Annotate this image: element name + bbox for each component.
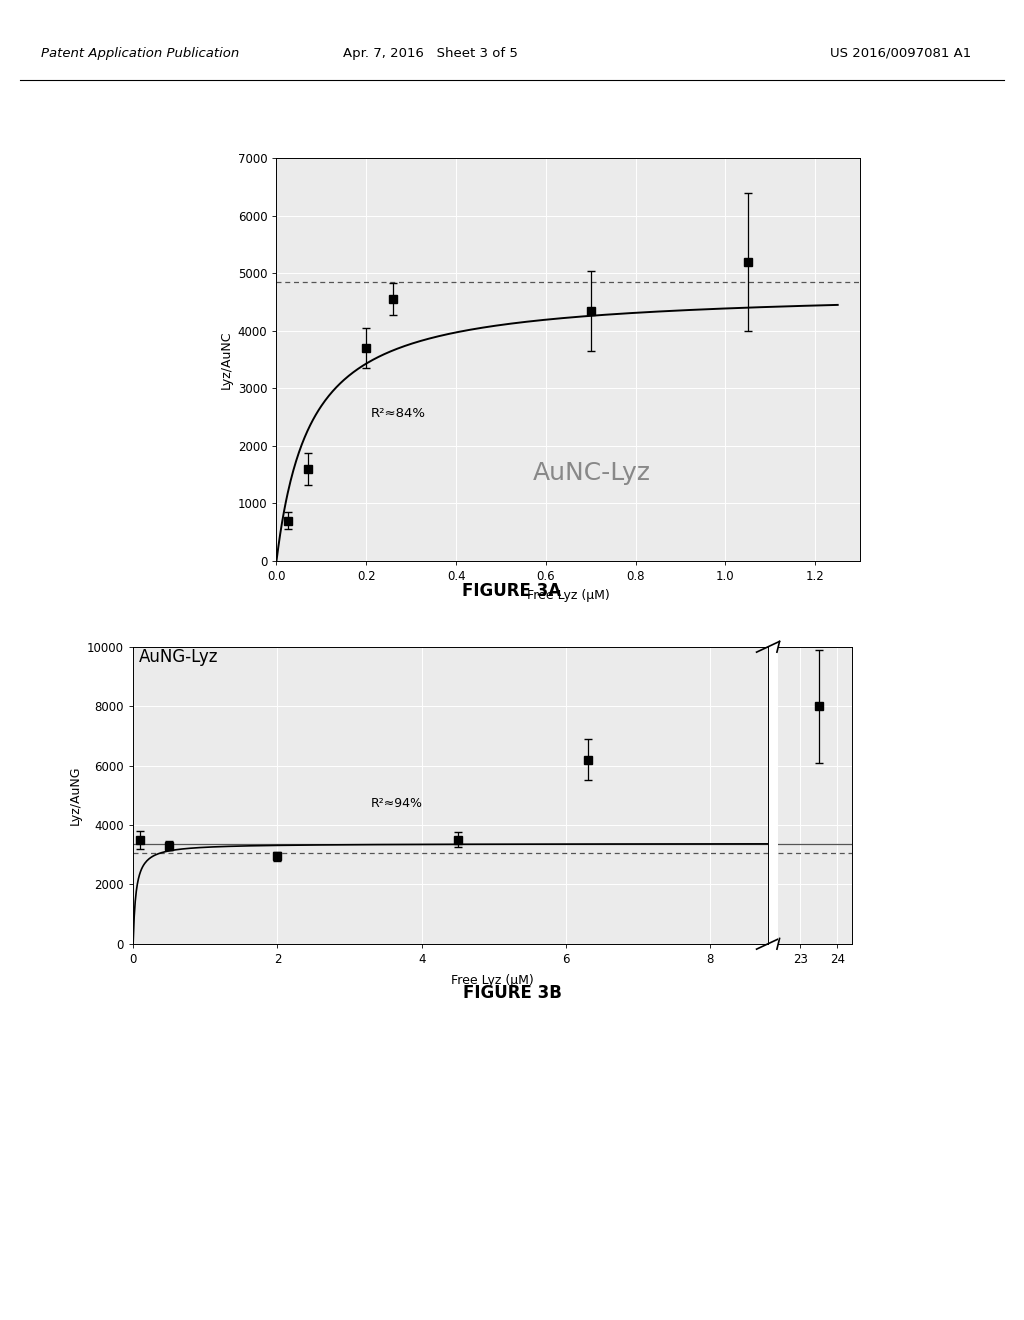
Text: Patent Application Publication: Patent Application Publication — [41, 46, 240, 59]
Text: FIGURE 3B: FIGURE 3B — [463, 983, 561, 1002]
Text: Apr. 7, 2016   Sheet 3 of 5: Apr. 7, 2016 Sheet 3 of 5 — [343, 46, 517, 59]
Text: US 2016/0097081 A1: US 2016/0097081 A1 — [830, 46, 972, 59]
X-axis label: Free Lyz (μM): Free Lyz (μM) — [527, 589, 609, 602]
Text: AuNG-Lyz: AuNG-Lyz — [139, 648, 218, 665]
Text: Free Lyz (μM): Free Lyz (μM) — [452, 974, 534, 987]
Text: R²≈84%: R²≈84% — [371, 407, 426, 420]
Y-axis label: Lyz/AuNC: Lyz/AuNC — [219, 330, 232, 389]
Y-axis label: Lyz/AuNG: Lyz/AuNG — [69, 766, 82, 825]
Text: AuNC-Lyz: AuNC-Lyz — [532, 462, 650, 486]
Text: R²≈94%: R²≈94% — [371, 797, 423, 810]
Text: FIGURE 3A: FIGURE 3A — [463, 582, 561, 601]
